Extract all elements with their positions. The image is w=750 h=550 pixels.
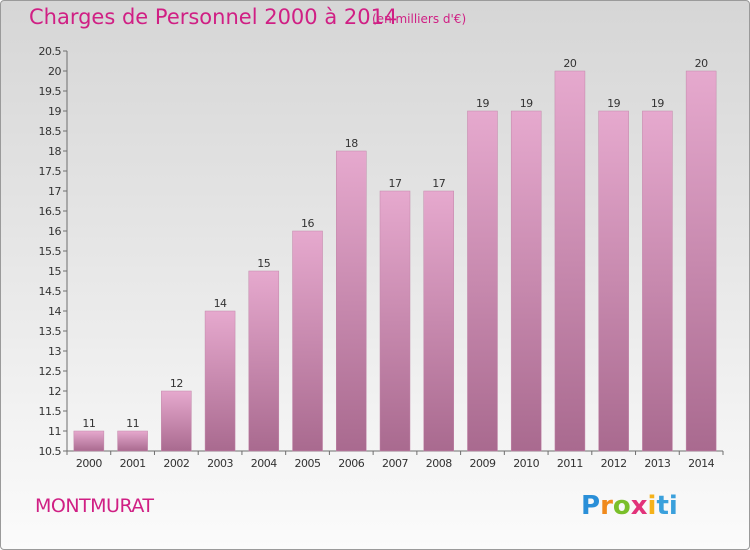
- bar-2005: [292, 230, 323, 452]
- y-tick-label: 16.5: [39, 205, 62, 218]
- x-tick-label: 2003: [207, 457, 233, 470]
- bar-value-label: 15: [257, 257, 270, 270]
- x-tick-label: 2008: [426, 457, 452, 470]
- bar-2008: [423, 190, 454, 452]
- bar-2014: [685, 70, 717, 452]
- y-tick-label: 12: [48, 385, 61, 398]
- bar-2011: [554, 70, 586, 452]
- bar-value-label: 19: [607, 97, 620, 110]
- x-tick-label: 2011: [557, 457, 583, 470]
- chart-subtitle: (en milliers d'€): [372, 12, 467, 26]
- x-tick-label: 2004: [251, 457, 277, 470]
- y-tick-label: 11: [48, 425, 61, 438]
- bar-value-label: 14: [214, 297, 227, 310]
- bar-value-label: 18: [345, 137, 358, 150]
- chart-title: Charges de Personnel 2000 à 2014: [29, 5, 398, 29]
- bar-2009: [467, 110, 498, 452]
- y-tick-label: 18.5: [39, 125, 62, 138]
- bar-value-label: 20: [563, 57, 576, 70]
- y-tick-label: 17.5: [39, 165, 62, 178]
- y-tick-label: 18: [48, 145, 61, 158]
- bar-value-label: 11: [82, 417, 95, 430]
- bar-value-label: 19: [651, 97, 664, 110]
- x-tick-label: 2013: [644, 457, 670, 470]
- bar-value-label: 17: [432, 177, 445, 190]
- x-tick-label: 2001: [120, 457, 146, 470]
- proxiti-logo: Proxiti: [581, 491, 678, 521]
- bar-2003: [204, 310, 236, 452]
- chart-bars: [73, 70, 717, 452]
- y-tick-label: 13.5: [39, 325, 62, 338]
- y-tick-label: 17: [48, 185, 61, 198]
- bar-value-label: 19: [520, 97, 533, 110]
- bar-value-label: 19: [476, 97, 489, 110]
- y-tick-label: 20.5: [39, 45, 62, 58]
- bar-2007: [379, 190, 411, 452]
- bar-2013: [642, 110, 673, 452]
- x-tick-label: 2006: [338, 457, 364, 470]
- y-tick-label: 10.5: [39, 445, 62, 458]
- bar-value-label: 16: [301, 217, 314, 230]
- bar-2002: [161, 390, 192, 452]
- y-tick-label: 13: [48, 345, 61, 358]
- x-tick-label: 2010: [513, 457, 539, 470]
- x-tick-label: 2000: [76, 457, 102, 470]
- x-tick-label: 2012: [601, 457, 627, 470]
- bar-2000: [73, 430, 105, 452]
- x-tick-label: 2005: [295, 457, 321, 470]
- x-tick-label: 2009: [469, 457, 495, 470]
- x-tick-label: 2002: [163, 457, 189, 470]
- chart-axes: 10.5 11 11.5 12 12.5 13 13.5 14 14.5 15 15.5 16 16.5…: [39, 45, 724, 458]
- y-tick-label: 19: [48, 105, 61, 118]
- bar-2006: [336, 150, 367, 452]
- bar-value-label: 17: [389, 177, 402, 190]
- x-tick-label: 2007: [382, 457, 408, 470]
- y-tick-label: 20: [48, 65, 61, 78]
- y-tick-label: 15.5: [39, 245, 62, 258]
- y-tick-label: 12.5: [39, 365, 62, 378]
- y-tick-label: 14.5: [39, 285, 62, 298]
- y-tick-label: 15: [48, 265, 61, 278]
- bar-value-label: 12: [170, 377, 183, 390]
- y-tick-label: 14: [48, 305, 61, 318]
- x-tick-label: 2014: [688, 457, 714, 470]
- bar-2012: [598, 110, 629, 452]
- bar-2001: [117, 430, 148, 452]
- bar-value-label: 20: [695, 57, 708, 70]
- bar-2004: [248, 270, 280, 452]
- bar-2010: [510, 110, 542, 452]
- chart-labels: 11 2000 11 2001 12 2002 14 2003 15 2004 16 2005 18 20…: [76, 57, 715, 470]
- y-tick-label: 19.5: [39, 85, 62, 98]
- bar-value-label: 11: [126, 417, 139, 430]
- y-tick-label: 11.5: [39, 405, 62, 418]
- commune-name: MONTMURAT: [35, 495, 154, 517]
- y-tick-label: 16: [48, 225, 61, 238]
